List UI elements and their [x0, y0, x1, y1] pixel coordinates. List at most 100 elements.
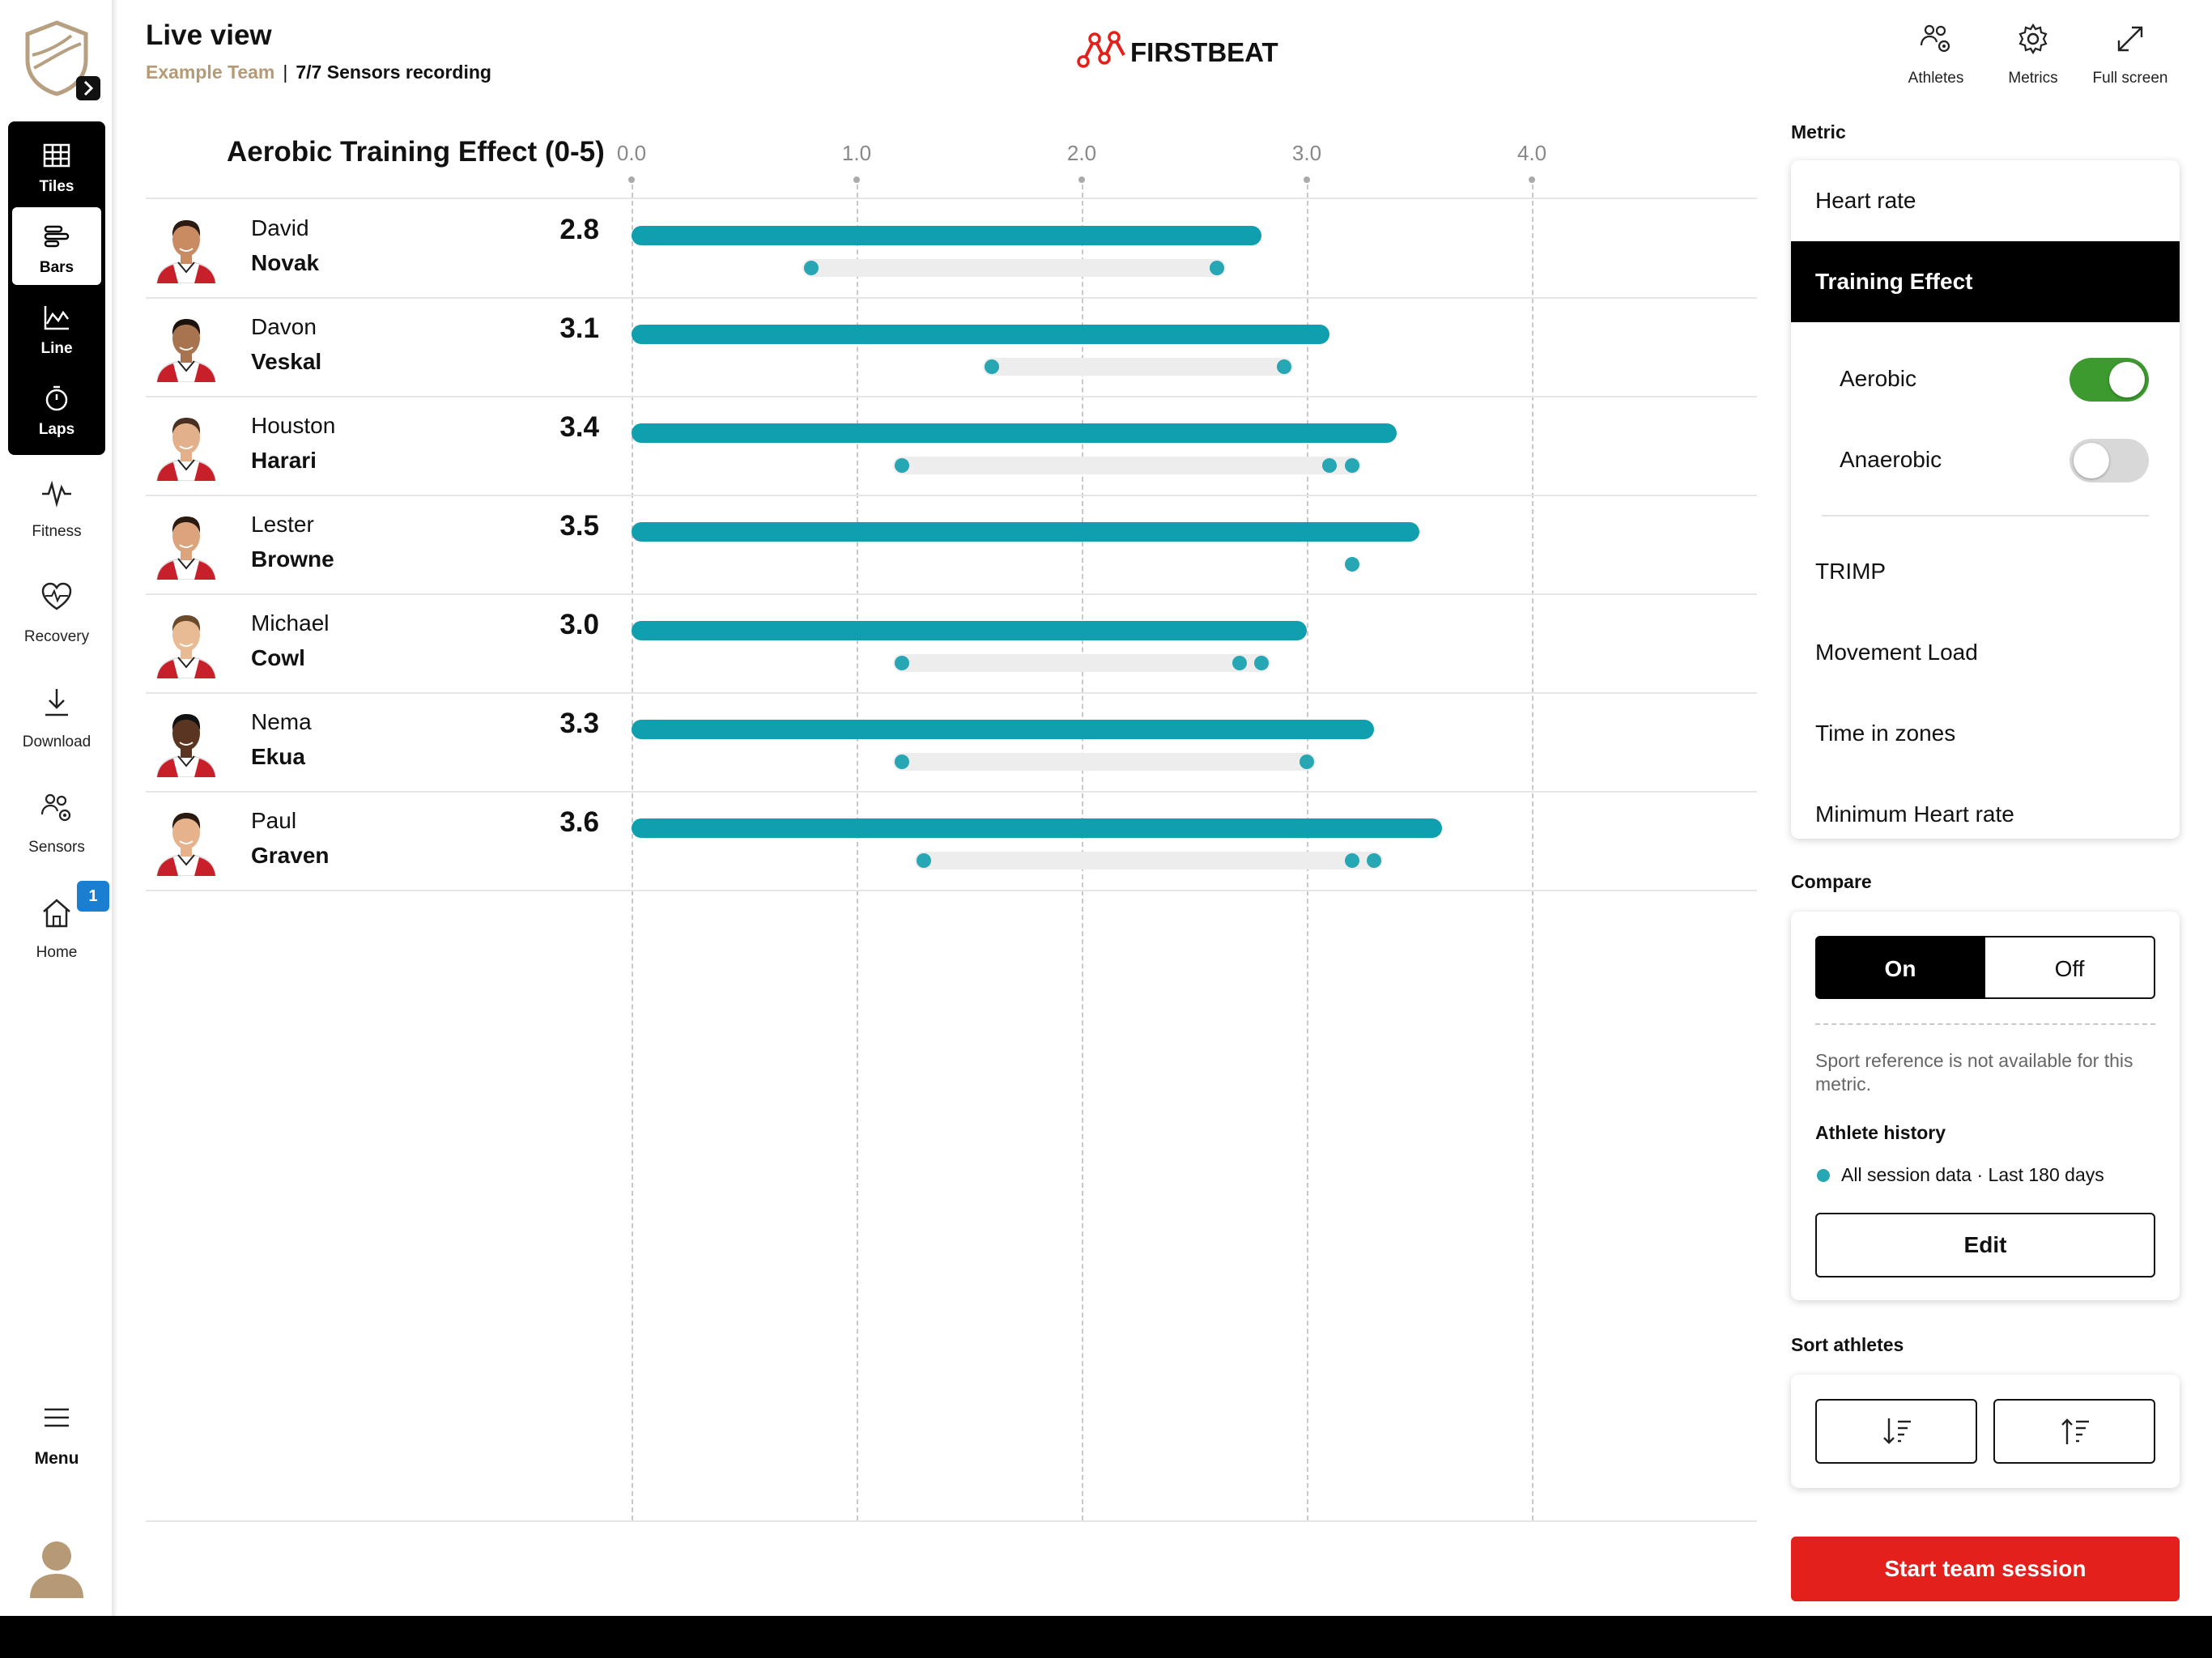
- history-range-track: [892, 654, 1271, 672]
- expand-nav-button[interactable]: [76, 76, 100, 100]
- pulse-icon: [40, 476, 73, 508]
- view-tiles-button[interactable]: Tiles: [12, 126, 101, 204]
- menu-button[interactable]: Menu: [0, 1402, 113, 1491]
- team-name[interactable]: Example Team: [146, 62, 275, 83]
- page-title: Live view: [146, 19, 272, 51]
- view-laps-button[interactable]: Laps: [12, 369, 101, 447]
- athlete-row[interactable]: Lester Browne 3.5: [146, 495, 1757, 595]
- history-point: [1209, 261, 1224, 275]
- x-tick-label: 0.0: [616, 141, 647, 165]
- history-point: [1367, 853, 1382, 868]
- history-legend-dot: [1817, 1169, 1830, 1182]
- athlete-first-name: David: [251, 215, 309, 240]
- metric-movement-load[interactable]: Movement Load: [1815, 640, 1978, 665]
- history-point: [1277, 359, 1292, 374]
- compare-heading: Compare: [1791, 871, 1872, 892]
- athlete-first-name: Lester: [251, 512, 314, 537]
- brand-wordmark: FIRSTBEAT: [1130, 37, 1278, 67]
- value-bar: [632, 818, 1442, 838]
- heart-pulse-icon: [40, 581, 73, 614]
- gridline: [632, 185, 633, 1520]
- sort-descending-button[interactable]: [1815, 1399, 1977, 1464]
- edit-history-button[interactable]: Edit: [1815, 1213, 2155, 1278]
- data-label: 3.5: [559, 510, 599, 542]
- metric-time-in-zones[interactable]: Time in zones: [1815, 721, 1956, 746]
- metrics-button[interactable]: Metrics: [1989, 23, 2078, 96]
- sensors-status: 7/7 Sensors recording: [296, 62, 491, 83]
- grid-icon: [42, 141, 71, 170]
- nav-fitness[interactable]: Fitness: [0, 476, 113, 565]
- hamburger-menu-icon: [40, 1402, 73, 1435]
- compare-off-button[interactable]: Off: [1985, 936, 2155, 999]
- nav-recovery[interactable]: Recovery: [0, 581, 113, 670]
- sort-card: [1791, 1375, 2180, 1488]
- anaerobic-toggle[interactable]: [2069, 439, 2149, 483]
- sort-ascending-button[interactable]: [1993, 1399, 2155, 1464]
- metric-heading: Metric: [1791, 121, 1846, 142]
- athlete-row[interactable]: Davon Veskal 3.1: [146, 298, 1757, 397]
- athlete-row[interactable]: Michael Cowl 3.0: [146, 594, 1757, 694]
- athlete-last-name: Graven: [251, 843, 330, 868]
- athlete-row[interactable]: Nema Ekua 3.3: [146, 693, 1757, 793]
- data-label: 2.8: [559, 214, 599, 245]
- compare-card: On Off Sport reference is not available …: [1791, 912, 2180, 1300]
- history-range-track: [915, 852, 1384, 869]
- team-logo-icon[interactable]: [23, 19, 91, 97]
- value-bar: [632, 325, 1329, 344]
- history-point: [894, 755, 909, 769]
- compare-on-button[interactable]: On: [1815, 936, 1985, 999]
- row-divider: [146, 495, 1757, 496]
- value-bar: [632, 226, 1262, 245]
- firstbeat-logo-icon: [1077, 31, 1129, 73]
- start-team-session-button[interactable]: Start team session: [1791, 1537, 2180, 1601]
- gridline: [857, 185, 858, 1520]
- athlete-row[interactable]: Paul Graven 3.6: [146, 792, 1757, 891]
- athlete-first-name: Nema: [251, 709, 312, 734]
- user-avatar-icon[interactable]: [28, 1538, 85, 1600]
- history-point: [1254, 656, 1270, 670]
- row-divider: [146, 297, 1757, 299]
- bars-icon: [42, 222, 71, 251]
- history-point: [1321, 458, 1337, 473]
- athlete-row[interactable]: Houston Harari 3.4: [146, 397, 1757, 496]
- row-divider: [146, 692, 1757, 694]
- view-tiles-label: Tiles: [39, 178, 74, 195]
- x-tick-mark: [853, 176, 860, 183]
- athlete-avatar: [154, 708, 219, 777]
- view-line-button[interactable]: Line: [12, 288, 101, 366]
- compare-divider: [1815, 1023, 2155, 1025]
- nav-download-label: Download: [22, 733, 91, 750]
- view-laps-label: Laps: [38, 421, 75, 438]
- full-screen-label: Full screen: [2092, 70, 2168, 87]
- nav-sensors[interactable]: Sensors: [0, 792, 113, 881]
- history-point: [894, 458, 909, 473]
- data-label: 3.6: [559, 806, 599, 838]
- full-screen-button[interactable]: Full screen: [2086, 23, 2175, 96]
- metric-trimp[interactable]: TRIMP: [1815, 559, 1887, 584]
- athletes-button[interactable]: Athletes: [1891, 23, 1980, 96]
- metric-heart-rate[interactable]: Heart rate: [1815, 188, 1916, 213]
- nav-home[interactable]: Home: [0, 897, 113, 986]
- metric-minimum-heart-rate[interactable]: Minimum Heart rate: [1815, 801, 2014, 827]
- athlete-avatar: [154, 510, 219, 580]
- menu-label: Menu: [34, 1449, 79, 1468]
- athlete-row[interactable]: David Novak 2.8: [146, 199, 1757, 299]
- athlete-first-name: Paul: [251, 808, 297, 833]
- view-switcher: Tiles Bars Line Laps: [8, 121, 105, 455]
- nav-download[interactable]: Download: [0, 687, 113, 776]
- aerobic-toggle-knob: [2109, 362, 2145, 397]
- x-tick-mark: [1304, 176, 1310, 183]
- anaerobic-toggle-knob: [2074, 443, 2109, 478]
- sensors-icon: [40, 792, 73, 824]
- view-bars-button[interactable]: Bars: [12, 207, 101, 285]
- history-range-track: [892, 457, 1361, 474]
- chevron-right-icon: [83, 80, 94, 96]
- nav-recovery-label: Recovery: [23, 628, 90, 645]
- history-point: [984, 359, 999, 374]
- nav-home-label: Home: [36, 944, 78, 961]
- x-tick-label: 2.0: [1066, 141, 1097, 165]
- aerobic-toggle[interactable]: [2069, 358, 2149, 402]
- row-divider: [146, 396, 1757, 397]
- history-legend-text: All session data · Last 180 days: [1841, 1164, 2104, 1185]
- metric-training-effect[interactable]: Training Effect: [1791, 241, 2180, 322]
